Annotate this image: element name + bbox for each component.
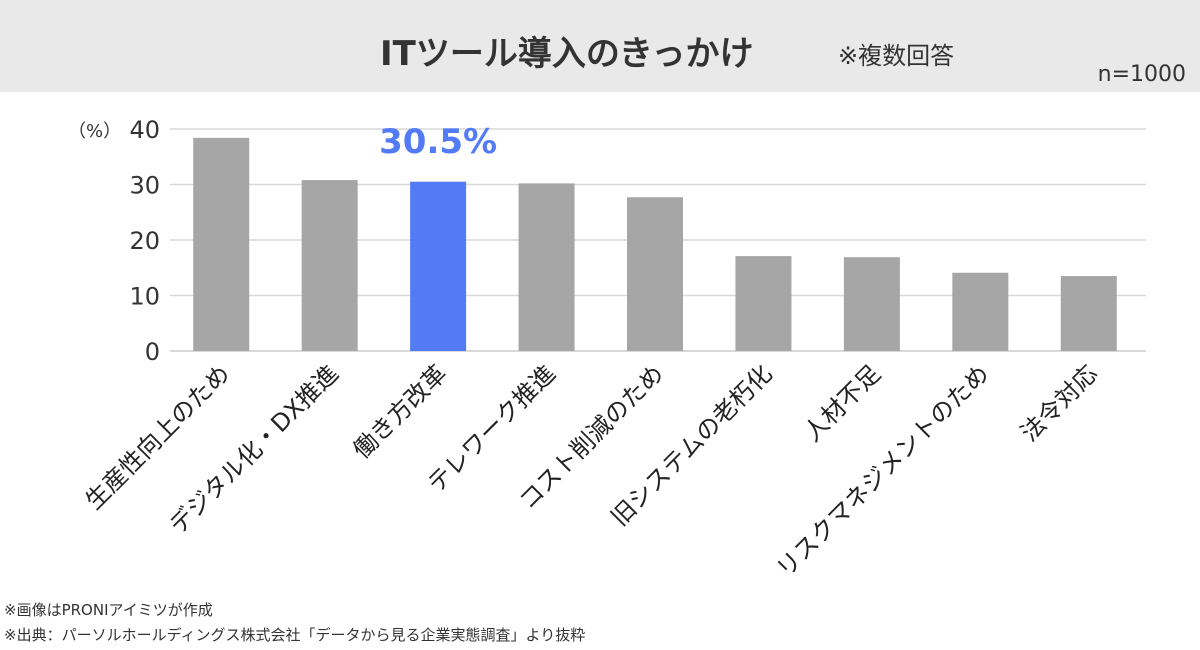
sample-size: n=1000 [1097,62,1186,87]
bar-7 [843,257,900,351]
y-axis-unit: （%） [68,121,121,142]
x-tick-label: リスクマネジメントのため [771,359,994,582]
x-tick-label: 人材不足 [798,359,886,447]
y-tick-label: 20 [129,227,160,255]
bar-9 [1060,276,1117,351]
bar-1 [193,137,250,351]
chart-title: ITツール導入のきっかけ [380,34,754,74]
bar-6 [735,256,792,351]
footnote-image-credit: ※画像はPRONIアイミツが作成 [4,601,213,619]
highlight-data-label: 30.5% [379,122,497,162]
bar-3 [410,181,467,351]
x-tick-label: 働き方改革 [348,359,453,464]
y-tick-label: 40 [129,116,160,144]
y-tick-label: 30 [129,172,160,200]
footnote-source: ※出典：パーソルホールディングス株式会社「データから見る企業実態調査」より抜粋 [4,626,586,644]
y-tick-label: 10 [129,283,160,311]
bar-4 [518,183,575,351]
x-tick-label: 法令対応 [1015,359,1103,447]
bar-2 [301,180,358,351]
y-tick-label: 0 [145,338,160,366]
bar-8 [952,272,1009,351]
multiple-answer-note: ※複数回答 [838,42,955,70]
header-band [0,0,1200,92]
bar-5 [627,197,683,351]
